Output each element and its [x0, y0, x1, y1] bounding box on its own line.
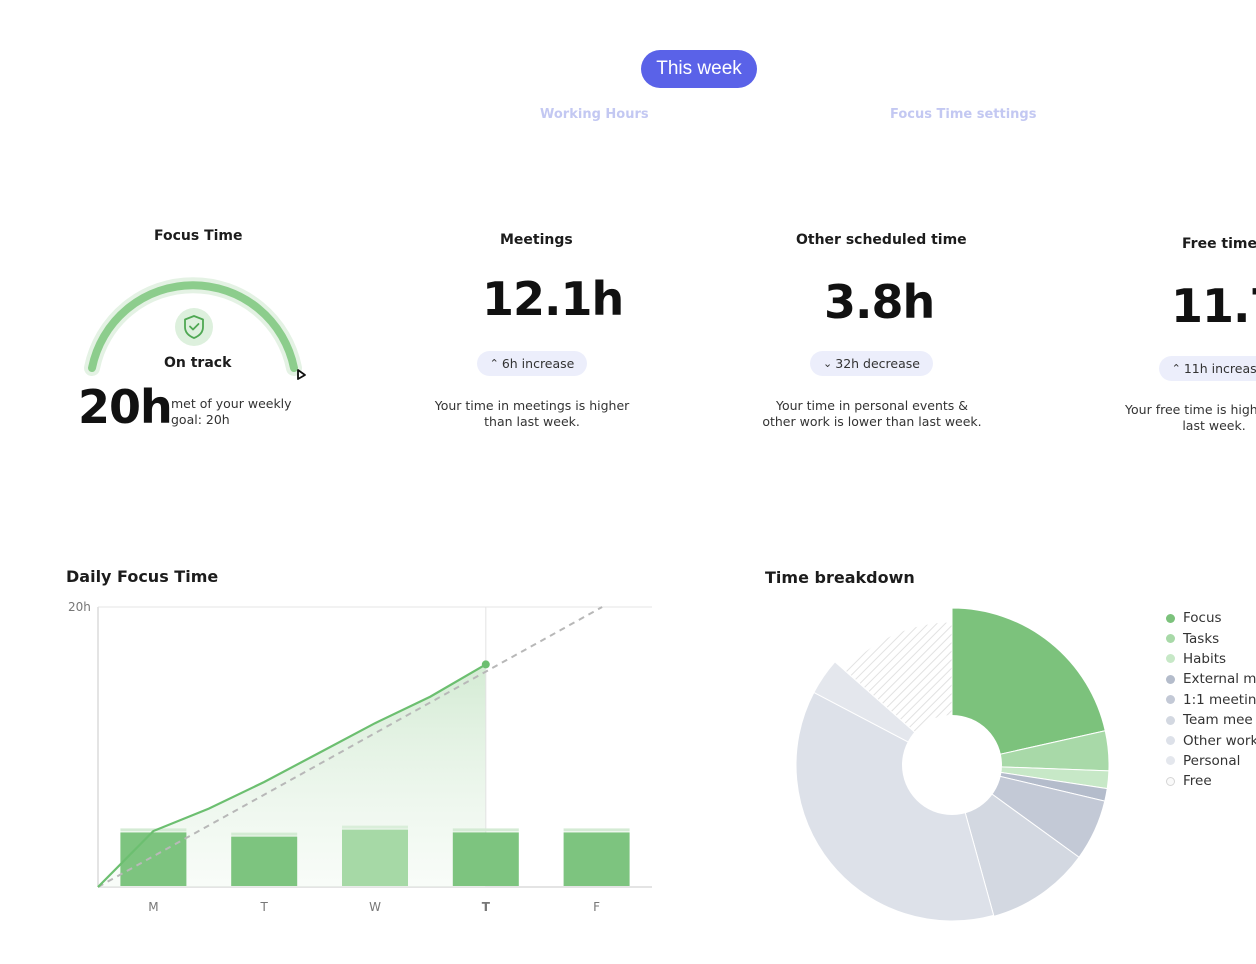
legend-dot [1166, 736, 1175, 746]
legend-dot [1166, 674, 1175, 684]
bar-cap [231, 832, 298, 836]
legend-label: Team mee [1183, 712, 1253, 729]
time-breakdown-chart [795, 607, 1110, 922]
legend-dot [1166, 756, 1175, 766]
focus-time-value: 20h [78, 380, 173, 434]
double-chevron-up-icon: ⌃ [489, 357, 499, 370]
legend-item: Focus [1166, 608, 1256, 628]
shield-check-icon-bg [175, 308, 213, 346]
legend-item: 1:1 meeting [1166, 690, 1256, 710]
legend-dot [1166, 695, 1175, 705]
focus-goal-text: met of your weekly goal: 20h [171, 396, 292, 427]
legend-label: Personal [1183, 752, 1241, 769]
focus-bar [452, 832, 519, 886]
focus-time-title: Focus Time [154, 228, 243, 244]
daily-focus-chart: 20h M T W T F [68, 600, 652, 914]
focus-bar [120, 832, 187, 886]
time-breakdown-title: Time breakdown [765, 568, 915, 587]
legend-label: 1:1 meeting [1183, 691, 1256, 708]
meetings-change-badge: ⌃ 6h increase [477, 351, 587, 376]
shield-check-icon [184, 315, 204, 339]
focus-gauge [84, 277, 306, 380]
meetings-value: 12.1h [482, 272, 624, 326]
bar-cap [452, 828, 519, 832]
x-tick-label: F [593, 900, 600, 914]
other-scheduled-value: 3.8h [824, 275, 935, 329]
focus-bar [342, 829, 408, 886]
double-chevron-down-icon: ⌄ [823, 357, 833, 370]
x-tick-label: T [260, 900, 269, 914]
working-hours-link[interactable]: Working Hours [540, 107, 649, 122]
focus-time-settings-link[interactable]: Focus Time settings [890, 107, 1037, 122]
other-scheduled-description: Your time in personal events & other wor… [762, 398, 982, 429]
double-chevron-up-icon: ⌃ [1171, 362, 1181, 375]
gauge-end-marker [297, 369, 306, 380]
x-tick-label: W [369, 900, 381, 914]
focus-bar [231, 836, 298, 886]
x-tick-label: T [482, 900, 491, 914]
legend-dot [1166, 634, 1175, 644]
pie-slice-other-work [795, 691, 995, 922]
legend-item: Tasks [1166, 628, 1256, 648]
legend-item: Personal [1166, 751, 1256, 771]
pie-slice-focus [951, 607, 1106, 766]
daily-focus-title: Daily Focus Time [66, 567, 219, 586]
bar-cap [342, 825, 408, 829]
legend-dot [1166, 715, 1175, 725]
legend-label: Tasks [1183, 630, 1220, 647]
free-time-card-clip: Free time 11.7h ⌃11h increase Your free … [1100, 0, 1256, 964]
bar-cap [563, 828, 630, 832]
legend-dot [1166, 654, 1175, 664]
free-time-value: 11.7h [1171, 279, 1256, 333]
breakdown-legend: Focus Tasks Habits External m 1:1 meeting Tea… [1166, 608, 1256, 792]
free-time-change-badge: ⌃11h increase [1159, 356, 1256, 381]
other-scheduled-change-badge: ⌄ 32h decrease [810, 351, 933, 376]
focus-status-label: On track [164, 355, 232, 371]
y-tick-label: 20h [68, 600, 91, 614]
legend-dot [1166, 776, 1175, 786]
legend-label: External m [1183, 671, 1256, 688]
free-time-title: Free time [1182, 236, 1256, 252]
legend-label: Other work [1183, 732, 1256, 749]
goal-line [97, 606, 603, 888]
other-scheduled-title: Other scheduled time [796, 232, 967, 248]
legend-label: Focus [1183, 610, 1222, 627]
legend-label: Habits [1183, 650, 1227, 667]
legend-dot [1166, 613, 1175, 623]
x-tick-label: M [148, 900, 158, 914]
focus-bar [563, 832, 630, 886]
this-week-button[interactable]: This week [641, 50, 757, 88]
legend-item: Habits [1166, 649, 1256, 669]
legend-item: Other work [1166, 730, 1256, 750]
cumulative-focus-line [97, 663, 487, 888]
meetings-title: Meetings [500, 232, 573, 248]
legend-label: Free [1183, 773, 1212, 790]
legend-item: Free [1166, 771, 1256, 791]
donut-hole [902, 715, 1002, 815]
legend-item: External m [1166, 669, 1256, 689]
legend-item: Team mee [1166, 710, 1256, 730]
free-time-description: Your free time is higher than last week. [1125, 402, 1256, 433]
today-point [481, 660, 490, 669]
meetings-description: Your time in meetings is higher than las… [434, 398, 630, 429]
